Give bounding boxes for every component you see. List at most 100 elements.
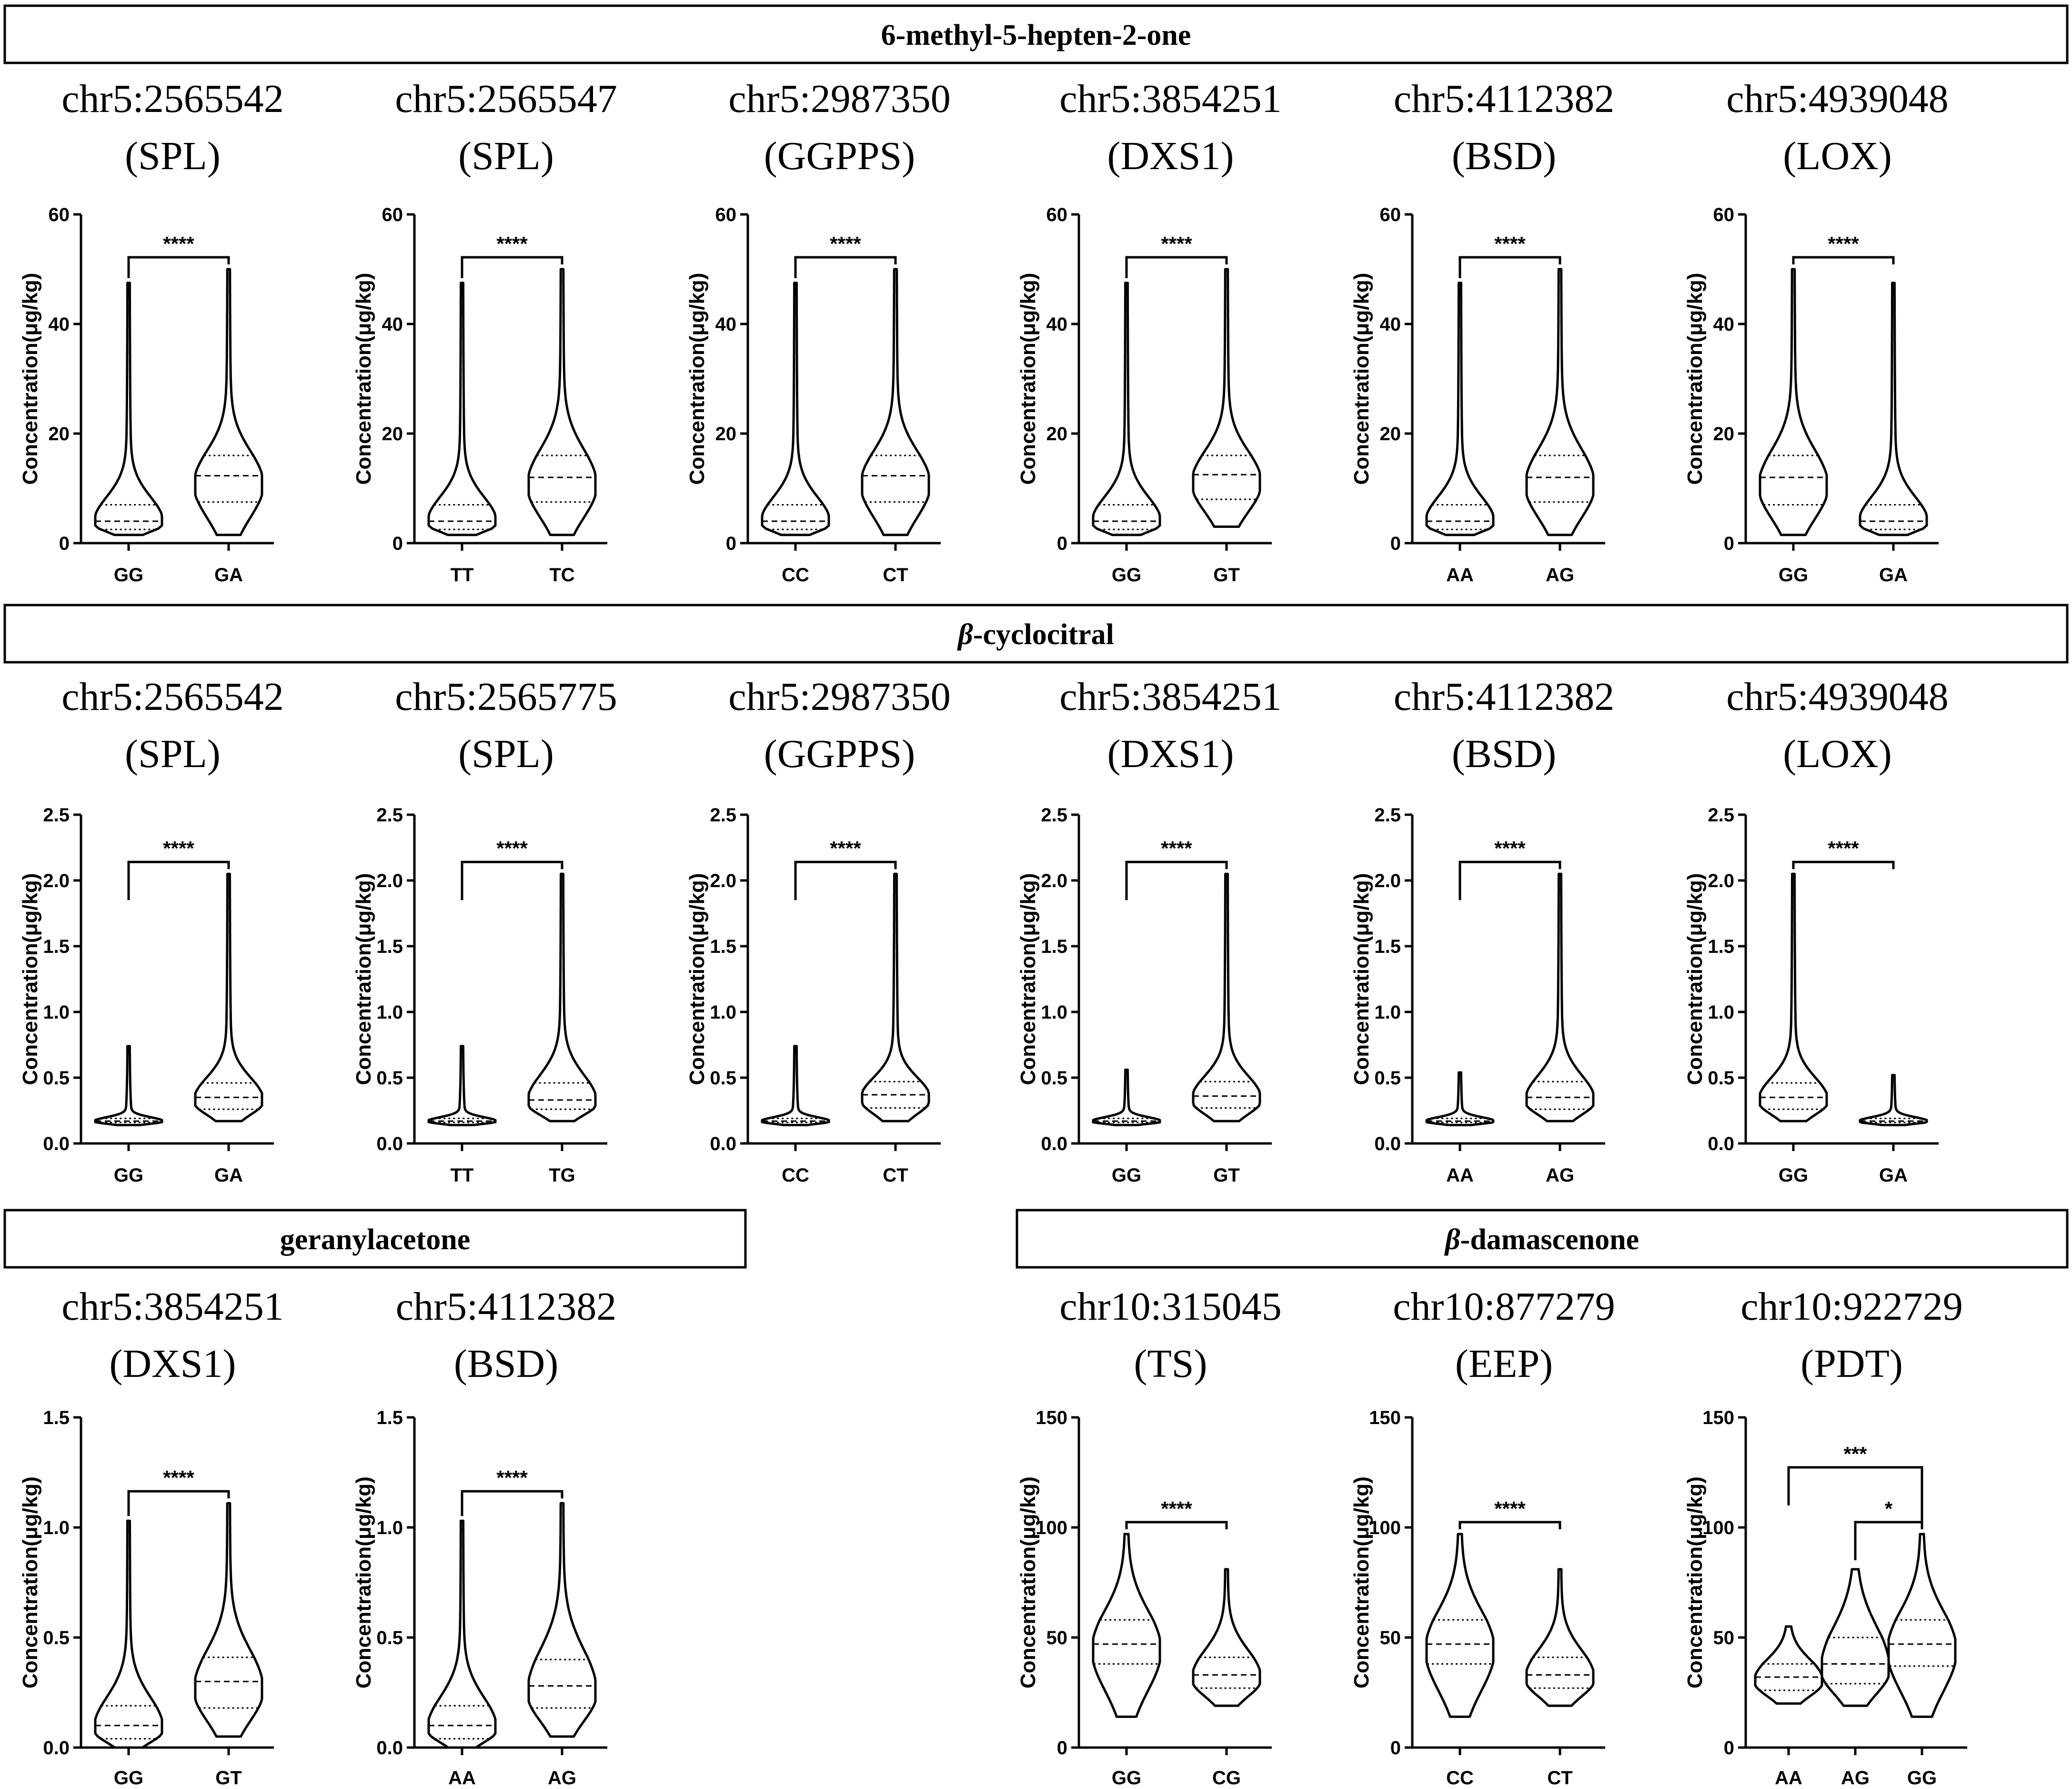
violin-tt (427, 1045, 497, 1126)
y-tick-label: 1.0 (43, 1517, 70, 1538)
y-axis-label: Concentration(μg/kg) (19, 1476, 42, 1688)
y-tick-label: 0.0 (1041, 1133, 1067, 1154)
significance-label: **** (830, 837, 861, 859)
panel-gene: (LOX) (1783, 732, 1892, 776)
x-tick-label: GG (114, 565, 143, 586)
section-box (1016, 1209, 2069, 1269)
x-tick-label: GG (114, 1768, 143, 1789)
y-tick-label: 50 (1380, 1627, 1401, 1648)
x-tick-label: TT (451, 1165, 474, 1186)
significance-bracket (1125, 860, 1228, 900)
significance-label: **** (1161, 1497, 1192, 1520)
panel-title: chr5:4112382 (1394, 675, 1614, 719)
violin-cc (1425, 1533, 1495, 1718)
y-tick-label: 20 (382, 424, 403, 445)
section-title-text: -cyclocitral (973, 618, 1114, 651)
y-tick-label: 40 (382, 314, 403, 335)
x-tick-label: GA (1879, 1165, 1908, 1186)
x-tick-label: AG (1546, 1165, 1574, 1186)
y-tick-label: 2.5 (43, 805, 70, 826)
x-tick-label: TT (451, 565, 474, 586)
section-header: β-damascenone (1016, 1209, 2069, 1269)
y-tick-label: 0 (1724, 1738, 1734, 1759)
y-tick-label: 50 (1046, 1627, 1068, 1648)
violin-panel: chr5:4112382 (BSD) Concentration(μg/kg) 0.0… (1350, 675, 1614, 1186)
y-tick-label: 2.0 (1041, 870, 1067, 891)
significance-label: **** (1161, 837, 1192, 859)
significance-label: **** (1494, 837, 1526, 859)
y-tick-label: 1.5 (1708, 936, 1734, 957)
section-title: β-damascenone (1444, 1223, 1639, 1256)
x-tick-label: GG (1112, 1165, 1141, 1186)
y-tick-label: 0.0 (43, 1738, 70, 1759)
y-tick-label: 1.5 (376, 936, 403, 957)
violin-panel: chr5:2987350(GGPPS)Concentration(μg/kg)0… (685, 675, 951, 1186)
panel-title: chr5:3854251 (61, 1284, 284, 1329)
panel-title: chr5:2987350 (728, 675, 951, 719)
y-tick-label: 20 (1713, 424, 1735, 445)
violin-gg (1092, 1533, 1161, 1718)
y-tick-label: 60 (49, 204, 70, 225)
significance-bracket (127, 256, 230, 278)
violin-panel: chr5:3854251 (DXS1) Concentration(μg/kg) 0 2… (1016, 77, 1282, 586)
panel-gene: (SPL) (125, 134, 221, 178)
y-axis-label: Concentration(μg/kg) (19, 273, 42, 485)
x-tick-label: GG (1112, 565, 1141, 586)
x-tick-label: TC (549, 565, 574, 586)
y-tick-label: 20 (1046, 424, 1068, 445)
x-tick-label: GA (1879, 565, 1908, 586)
violin-cg (1192, 1568, 1261, 1707)
y-tick-label: 60 (1713, 204, 1735, 225)
violin-gg (94, 282, 163, 536)
y-tick-label: 2.0 (376, 870, 403, 891)
violin-panel: chr5:4112382 (BSD) Concentration(μg/kg) 0.0… (352, 1284, 616, 1789)
y-tick-label: 0.5 (1708, 1068, 1734, 1089)
section-box (3, 604, 2069, 664)
y-tick-label: 100 (1369, 1517, 1401, 1538)
y-tick-label: 40 (1046, 314, 1068, 335)
x-tick-label: AG (1546, 565, 1574, 586)
panel-gene: (LOX) (1783, 134, 1892, 178)
significance-label: **** (496, 1466, 528, 1489)
violin-gg (1759, 268, 1828, 536)
panel-gene: (EEP) (1455, 1342, 1553, 1386)
y-tick-label: 0 (1390, 1738, 1401, 1759)
y-tick-label: 20 (715, 424, 737, 445)
violin-gg (1092, 1068, 1161, 1126)
x-tick-label: CG (1212, 1768, 1241, 1789)
y-tick-label: 0.0 (1708, 1133, 1734, 1154)
violin-cc (761, 282, 830, 536)
panel-gene: (BSD) (1452, 134, 1556, 178)
violin-ag (527, 1502, 597, 1738)
violin-panel: chr5:3854251(DXS1)Concentration(μg/kg)0.… (19, 1284, 284, 1789)
panel-gene: (DXS1) (1107, 134, 1234, 178)
significance-label: **** (1494, 232, 1526, 255)
significance-label: **** (1494, 1497, 1526, 1520)
y-tick-label: 0.0 (43, 1133, 70, 1154)
x-tick-label: AG (1841, 1768, 1870, 1789)
y-tick-label: 60 (1380, 204, 1401, 225)
x-tick-label: CC (1446, 1768, 1474, 1789)
violin-panel: chr5:4939048 (LOX) Concentration(μg/kg) 0.0… (1683, 675, 1949, 1186)
panel-title: chr5:2565542 (61, 675, 284, 719)
y-tick-label: 20 (49, 424, 70, 445)
significance-bracket (794, 860, 897, 900)
y-tick-label: 2.5 (376, 805, 403, 826)
section-box (3, 4, 2069, 64)
section-box (3, 1209, 747, 1269)
y-tick-label: 1.5 (1374, 936, 1401, 957)
significance-bracket (1787, 1466, 1923, 1529)
section-headers: 6-methyl-5-hepten-2-oneβ-cyclocitralgera… (3, 4, 2069, 1269)
y-tick-label: 1.5 (43, 936, 70, 957)
x-tick-label: GA (214, 1165, 243, 1186)
y-tick-label: 0 (1057, 533, 1067, 554)
significance-bracket (794, 256, 897, 278)
x-tick-label: CT (1547, 1768, 1572, 1789)
y-axis-label: Concentration(μg/kg) (1016, 873, 1040, 1085)
panel-gene: (SPL) (458, 134, 554, 178)
violin-panel: chr10:877279 (EEP) Concentration(μg/kg) 0 50… (1350, 1284, 1615, 1789)
significance-label: *** (1843, 1443, 1867, 1465)
violin-tt (427, 282, 497, 536)
y-tick-label: 1.0 (376, 1002, 403, 1023)
y-tick-label: 0.5 (376, 1068, 403, 1089)
